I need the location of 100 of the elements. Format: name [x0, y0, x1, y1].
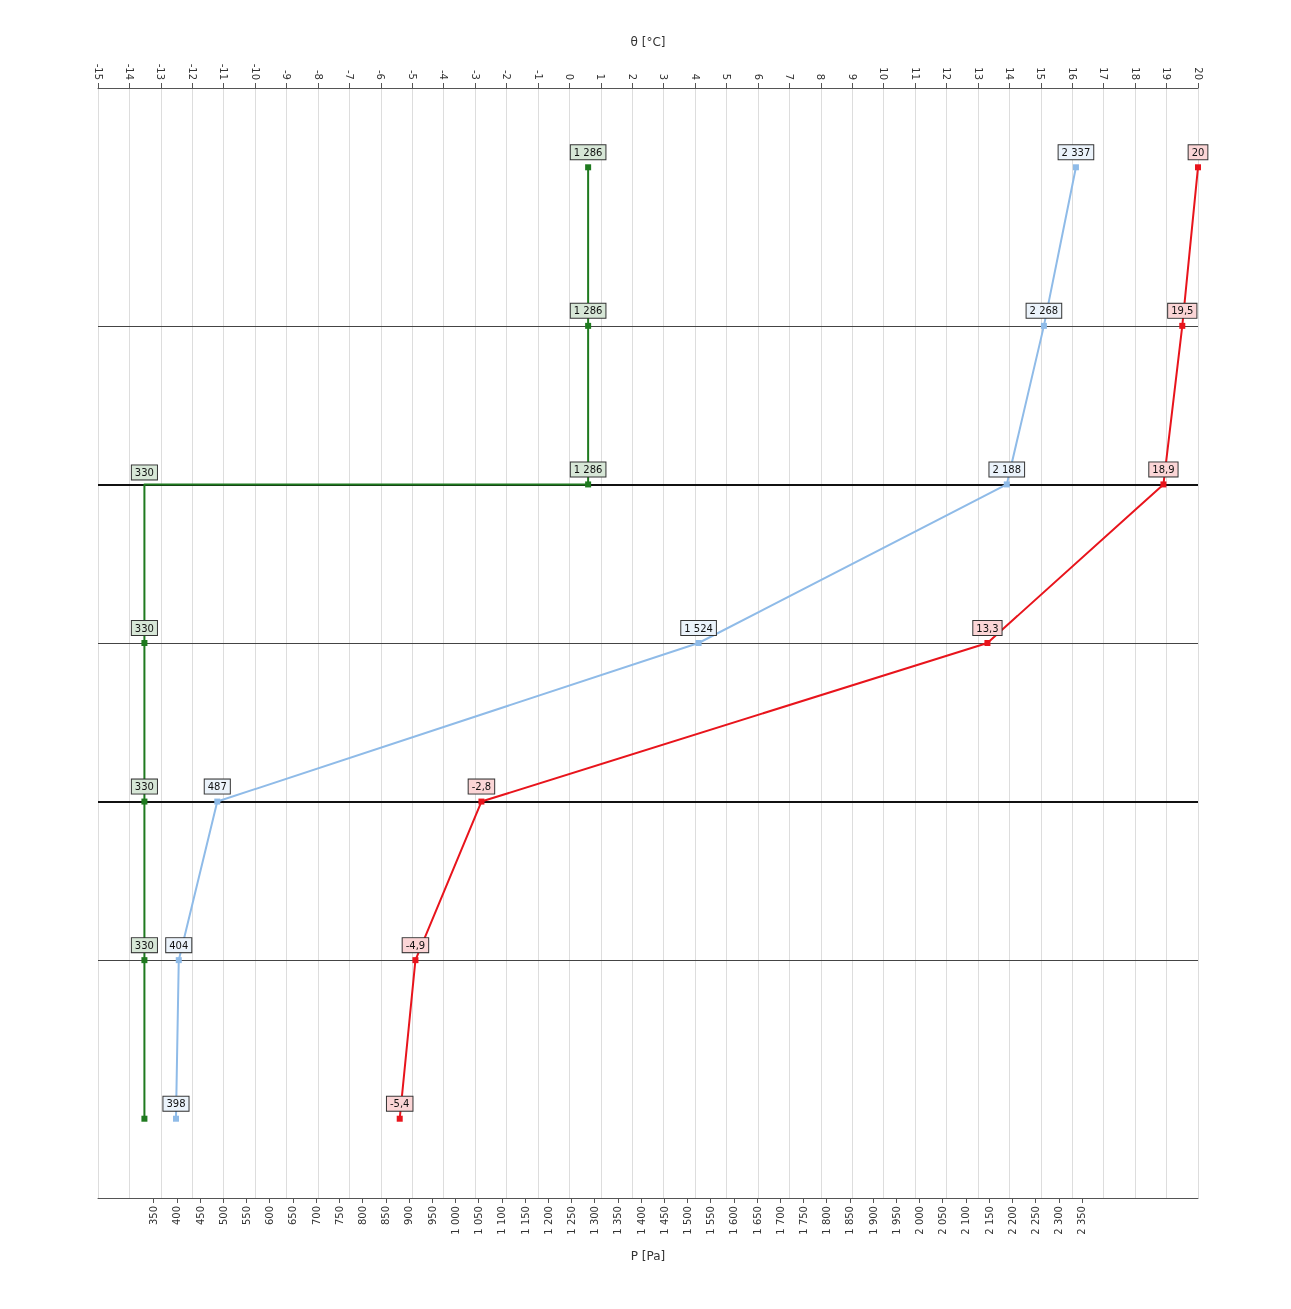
x2-tick-label: 2	[626, 73, 638, 80]
x-tick-label: 1 350	[612, 1206, 624, 1235]
x2-tick-label: 16	[1066, 67, 1078, 80]
x-tick-label: 1 000	[449, 1206, 461, 1235]
data-label: 13,3	[976, 622, 999, 634]
x-tick-label: 2 150	[983, 1206, 995, 1235]
x2-tick-label: 6	[752, 73, 764, 80]
x2-tick-label: -5	[406, 70, 418, 80]
x2-tick-label: 20	[1192, 67, 1204, 80]
x2-tick-label: 13	[972, 67, 984, 80]
data-label: 18,9	[1152, 463, 1175, 475]
point	[141, 957, 148, 964]
data-label: 19,5	[1171, 305, 1194, 317]
x2-tick-label: -11	[218, 63, 230, 80]
point	[695, 640, 702, 646]
x2-tick-label: 5	[721, 73, 733, 80]
x2-tick-label: -1	[532, 70, 544, 80]
x-tick-label: 1 400	[635, 1206, 647, 1235]
x2-tick-label: 11	[909, 67, 921, 80]
data-label: 1 286	[573, 146, 603, 158]
x2-tick-label: 4	[689, 73, 701, 80]
point	[1072, 164, 1079, 171]
data-label: 404	[169, 939, 189, 951]
point	[172, 1115, 179, 1122]
x2-tick-label: 0	[563, 73, 575, 80]
x2-tick-label: -8	[312, 70, 324, 80]
x-tick-label: 1 450	[658, 1206, 670, 1235]
data-label: 330	[134, 622, 154, 634]
data-label: 2 268	[1029, 305, 1059, 317]
point	[1195, 164, 1201, 171]
data-label: 20	[1191, 146, 1205, 158]
x2-tick-label: 8	[815, 73, 827, 80]
x2-tick-label: -14	[123, 63, 135, 80]
point	[175, 957, 182, 964]
x2-tick-label: -2	[501, 70, 513, 80]
x-tick-label: 1 050	[473, 1206, 485, 1235]
x-tick-label: 1 500	[681, 1206, 693, 1235]
x-tick-label: 2 200	[1006, 1206, 1018, 1235]
x-tick-label: 1 200	[542, 1206, 554, 1235]
x-tick-label: 1 600	[728, 1206, 740, 1235]
x2-tick-label: -3	[469, 70, 481, 80]
x2-tick-label: -6	[375, 70, 387, 80]
x2-tick-label: 9	[846, 73, 858, 80]
x-tick-label: 2 100	[960, 1206, 972, 1235]
x-tick-label: 500	[217, 1206, 229, 1226]
data-label: 398	[166, 1098, 186, 1110]
x2-tick-label: -4	[438, 70, 450, 80]
point	[1160, 481, 1167, 488]
data-label: 1 286	[573, 305, 603, 317]
x2-tick-label: -7	[343, 70, 355, 80]
x2-tick-label: 19	[1161, 67, 1173, 80]
x-tick-label: 1 750	[797, 1206, 809, 1235]
x-tick-label: 1 950	[890, 1206, 902, 1235]
x-tick-label: 1 550	[705, 1206, 717, 1235]
x-tick-label: 550	[241, 1206, 253, 1226]
x2-tick-label: -13	[155, 63, 167, 80]
data-label: 1 286	[573, 463, 603, 475]
x2-tick-label: -15	[92, 63, 104, 80]
x-tick-label: 650	[287, 1206, 299, 1226]
point	[141, 640, 148, 646]
x-tick-label: 600	[264, 1206, 276, 1226]
x-axis-title: P [Pa]	[630, 1249, 666, 1263]
x-tick-label: 1 800	[821, 1206, 833, 1235]
x-tick-label: 400	[171, 1206, 183, 1226]
data-label: -4,9	[405, 939, 426, 951]
data-label: 487	[207, 781, 227, 793]
x-tick-label: 2 050	[937, 1206, 949, 1235]
data-label: 1 524	[684, 622, 713, 634]
point	[396, 1115, 403, 1122]
x2-tick-label: 17	[1098, 67, 1110, 80]
x2-tick-label: 14	[1003, 67, 1015, 80]
x2-tick-label: 10	[878, 67, 890, 80]
x-tick-label: 1 700	[774, 1206, 786, 1235]
x-tick-label: 850	[380, 1206, 392, 1226]
x-tick-label: 950	[426, 1206, 438, 1226]
x-tick-label: 2 300	[1053, 1206, 1065, 1235]
point	[141, 1115, 148, 1122]
x-tick-label: 1 250	[565, 1206, 577, 1235]
data-label: 330	[134, 781, 154, 793]
x2-tick-label: 1	[595, 73, 607, 80]
x-tick-label: 2 000	[914, 1206, 926, 1235]
x-tick-label: 1 900	[867, 1206, 879, 1235]
data-label: -5,4	[389, 1098, 410, 1110]
x2-tick-label: -9	[281, 70, 293, 80]
point	[412, 957, 419, 964]
x2-tick-label: 3	[658, 73, 670, 80]
x-tick-label: 700	[310, 1206, 322, 1226]
x-tick-label: 350	[148, 1206, 160, 1226]
x-tick-label: 1 100	[496, 1206, 508, 1235]
x-tick-label: 1 300	[589, 1206, 601, 1235]
x-tick-label: 900	[403, 1206, 415, 1226]
x-tick-label: 750	[333, 1206, 345, 1226]
x-tick-label: 1 150	[519, 1206, 531, 1235]
x2-axis-title: θ [°C]	[630, 35, 666, 49]
x-tick-label: 450	[194, 1206, 206, 1226]
point	[478, 798, 485, 805]
x-tick-label: 2 250	[1030, 1206, 1042, 1235]
x-tick-label: 1 650	[751, 1206, 763, 1235]
point	[585, 164, 592, 171]
data-label: 2 188	[992, 463, 1022, 475]
